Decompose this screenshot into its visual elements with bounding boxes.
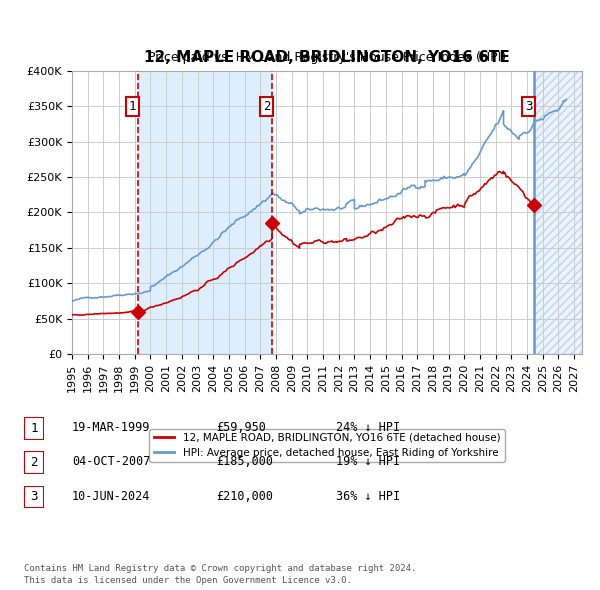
Text: 1: 1 xyxy=(129,100,136,113)
Text: 10-JUN-2024: 10-JUN-2024 xyxy=(72,490,151,503)
Text: 1: 1 xyxy=(30,422,38,435)
Text: 3: 3 xyxy=(30,490,38,503)
FancyBboxPatch shape xyxy=(24,486,44,508)
Text: £185,000: £185,000 xyxy=(216,455,273,468)
Text: 04-OCT-2007: 04-OCT-2007 xyxy=(72,455,151,468)
Text: £59,950: £59,950 xyxy=(216,421,266,434)
Text: 2: 2 xyxy=(263,100,271,113)
Text: This data is licensed under the Open Government Licence v3.0.: This data is licensed under the Open Gov… xyxy=(24,576,352,585)
Text: £210,000: £210,000 xyxy=(216,490,273,503)
FancyBboxPatch shape xyxy=(24,417,44,440)
Bar xyxy=(534,71,582,354)
Text: 2: 2 xyxy=(30,456,38,469)
Text: 19% ↓ HPI: 19% ↓ HPI xyxy=(336,455,400,468)
Text: 24% ↓ HPI: 24% ↓ HPI xyxy=(336,421,400,434)
FancyBboxPatch shape xyxy=(24,451,44,474)
Text: 3: 3 xyxy=(525,100,532,113)
Text: 19-MAR-1999: 19-MAR-1999 xyxy=(72,421,151,434)
Text: 36% ↓ HPI: 36% ↓ HPI xyxy=(336,490,400,503)
Text: Price paid vs. HM Land Registry's House Price Index (HPI): Price paid vs. HM Land Registry's House … xyxy=(148,51,506,64)
Text: Contains HM Land Registry data © Crown copyright and database right 2024.: Contains HM Land Registry data © Crown c… xyxy=(24,563,416,572)
Title: 12, MAPLE ROAD, BRIDLINGTON, YO16 6TE: 12, MAPLE ROAD, BRIDLINGTON, YO16 6TE xyxy=(144,51,510,65)
Legend: 12, MAPLE ROAD, BRIDLINGTON, YO16 6TE (detached house), HPI: Average price, deta: 12, MAPLE ROAD, BRIDLINGTON, YO16 6TE (d… xyxy=(149,428,505,462)
Bar xyxy=(138,71,272,354)
